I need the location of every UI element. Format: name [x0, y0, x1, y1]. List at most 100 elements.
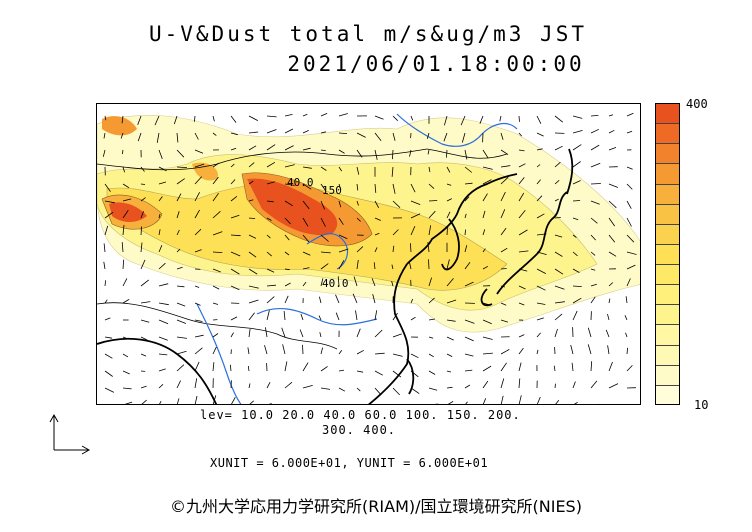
wind-arrow	[500, 247, 508, 253]
wind-arrow	[104, 299, 108, 304]
wind-arrow	[156, 132, 160, 143]
colorbar-segment	[656, 224, 679, 245]
wind-arrow	[230, 132, 238, 136]
wind-arrow	[392, 115, 398, 121]
colorbar-segment	[656, 144, 679, 165]
wind-arrow	[608, 217, 616, 227]
wind-arrow	[230, 147, 237, 151]
wind-arrow	[590, 283, 597, 287]
wind-arrow	[102, 149, 106, 157]
wind-arrow	[284, 234, 290, 241]
rivers	[196, 113, 518, 404]
wind-arrow	[555, 400, 560, 404]
wind-arrow	[248, 217, 256, 219]
wind-arrow	[482, 229, 486, 236]
wind-arrow	[607, 313, 610, 321]
wind-arrow	[212, 176, 219, 185]
wind-arrow	[590, 128, 599, 134]
contour-label: 40.0	[322, 277, 349, 290]
wind-arrow	[464, 353, 474, 357]
wind-arrow	[572, 297, 582, 304]
wind-arrow	[482, 179, 492, 185]
wind-arrow	[410, 387, 420, 394]
wind-arrow	[607, 345, 610, 355]
wind-arrow	[140, 259, 146, 270]
wind-arrow	[408, 261, 412, 270]
wind-arrow	[572, 234, 577, 238]
wind-arrow	[518, 177, 525, 185]
wind-arrow	[158, 262, 166, 270]
wind-arrow	[518, 395, 522, 404]
wind-arrow	[302, 183, 312, 190]
wind-arrow	[194, 334, 204, 338]
wind-arrow	[158, 229, 161, 236]
wind-arrow	[140, 336, 148, 341]
wind-arrow	[176, 302, 186, 307]
wind-arrow	[500, 165, 511, 168]
wind-arrow	[140, 166, 145, 172]
wind-arrow	[608, 129, 615, 134]
wind-arrow	[248, 115, 258, 121]
wind-arrow	[590, 183, 601, 185]
wind-arrow	[536, 132, 544, 137]
wind-arrow	[194, 209, 200, 219]
wind-arrow	[159, 401, 162, 404]
wind-arrow	[103, 243, 106, 253]
wind-arrow	[140, 385, 147, 389]
wind-arrow	[464, 245, 468, 253]
wind-arrow	[320, 387, 331, 390]
wind-arrow	[374, 183, 377, 193]
wind-arrow	[460, 115, 466, 126]
wind-arrow	[284, 282, 291, 287]
wind-arrow	[320, 278, 324, 287]
wind-arrow	[605, 329, 610, 338]
wind-arrow	[338, 234, 348, 240]
wind-arrow	[338, 113, 348, 117]
wind-arrow	[268, 403, 272, 404]
wind-arrow	[230, 285, 240, 291]
wind-arrow	[374, 370, 383, 376]
wind-arrow	[409, 149, 412, 157]
wind-arrow	[572, 161, 581, 168]
wind-arrow	[338, 217, 344, 225]
wind-arrow	[428, 318, 435, 321]
wind-arrow	[284, 145, 294, 151]
wind-arrow	[158, 368, 166, 372]
wind-arrow	[464, 196, 470, 202]
wind-arrow	[392, 370, 402, 378]
wind-arrow	[626, 347, 628, 355]
wind-arrow	[266, 217, 272, 221]
copyright-text: ©九州大学応用力学研究所(RIAM)/国立環境研究所(NIES)	[170, 497, 582, 516]
wind-arrow	[266, 284, 276, 287]
wind-arrow	[518, 192, 525, 202]
wind-arrow	[500, 362, 507, 372]
wind-arrow	[428, 277, 432, 287]
wind-arrow	[536, 148, 543, 151]
wind-arrow	[598, 403, 600, 404]
wind-arrow	[337, 276, 340, 287]
wind-arrow	[446, 259, 450, 270]
wind-arrow	[518, 378, 521, 389]
wind-arrow	[500, 209, 506, 219]
wind-arrow	[176, 380, 181, 389]
wind-arrow	[464, 229, 466, 236]
wind-arrow	[266, 251, 272, 257]
wind-arrow	[194, 115, 196, 122]
wind-arrow	[410, 200, 421, 205]
wind-arrow	[371, 278, 376, 287]
wind-arrow	[536, 349, 539, 355]
wind-arrow	[302, 130, 309, 134]
wind-arrow	[572, 115, 583, 119]
wind-arrow	[140, 183, 146, 185]
contour-labels: 40.0 150 40.0	[287, 176, 349, 290]
wind-arrow	[230, 364, 232, 372]
wind-arrow	[356, 149, 363, 158]
wind-arrow	[536, 396, 541, 404]
wind-arrow	[554, 383, 556, 389]
wind-arrow	[536, 332, 541, 338]
wind-arrow	[500, 319, 509, 323]
wind-arrow	[572, 268, 580, 273]
wind-arrow	[212, 346, 217, 355]
wind-arrow	[554, 179, 560, 185]
wind-arrow	[482, 398, 487, 404]
